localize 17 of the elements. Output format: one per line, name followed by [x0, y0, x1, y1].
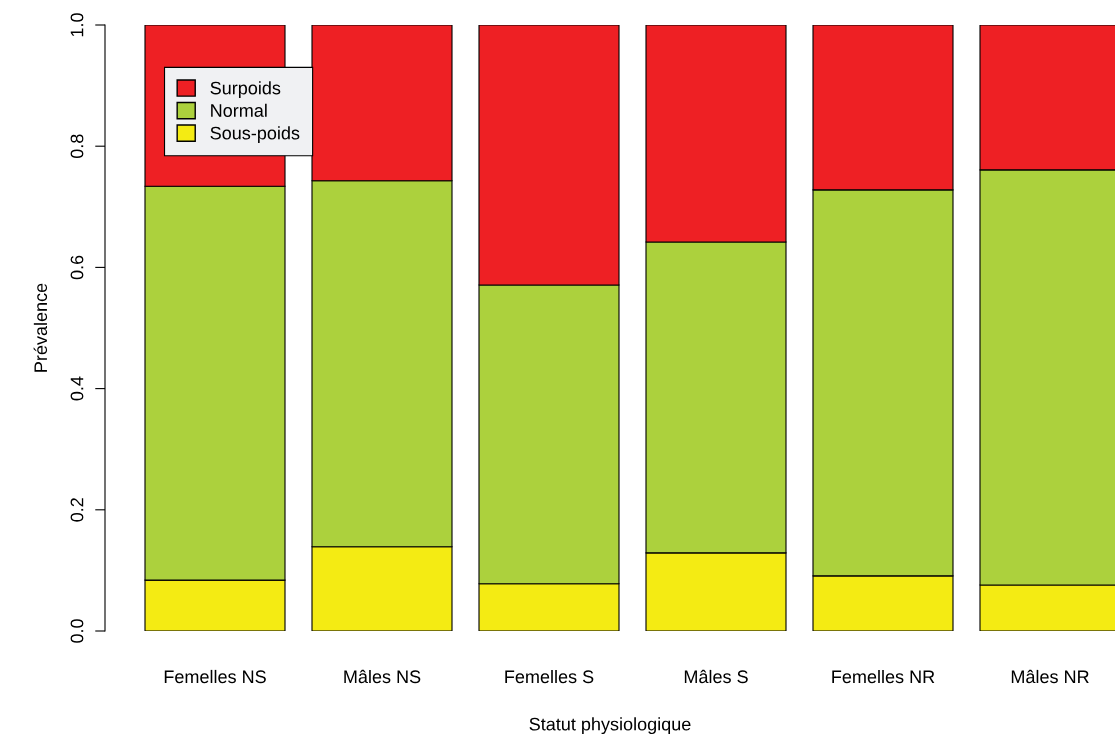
y-axis-title: Prévalence	[33, 283, 48, 372]
x-tick-label: Mâles S	[684, 669, 748, 684]
x-tick-label: Mâles NS	[344, 669, 421, 684]
x-tick-label: Femelles NS	[164, 669, 266, 684]
x-tick-label: Femelles S	[505, 669, 594, 684]
y-tick-label: 0.2	[70, 498, 84, 522]
y-tick-label: 0.6	[70, 255, 84, 280]
y-tick-label: 0.8	[70, 134, 84, 159]
legend-label: Normal	[211, 103, 267, 117]
y-tick-label: 1.0	[70, 13, 84, 37]
x-tick-label: Mâles NR	[1011, 669, 1089, 684]
x-tick-label: Femelles NR	[832, 669, 935, 684]
y-tick-label: 0.0	[70, 619, 84, 643]
x-axis-title: Statut physiologique	[529, 717, 691, 735]
y-tick-label: 0.4	[70, 376, 84, 401]
legend-label: Sous-poids	[210, 126, 300, 144]
legend-label: Surpoids	[210, 81, 281, 99]
